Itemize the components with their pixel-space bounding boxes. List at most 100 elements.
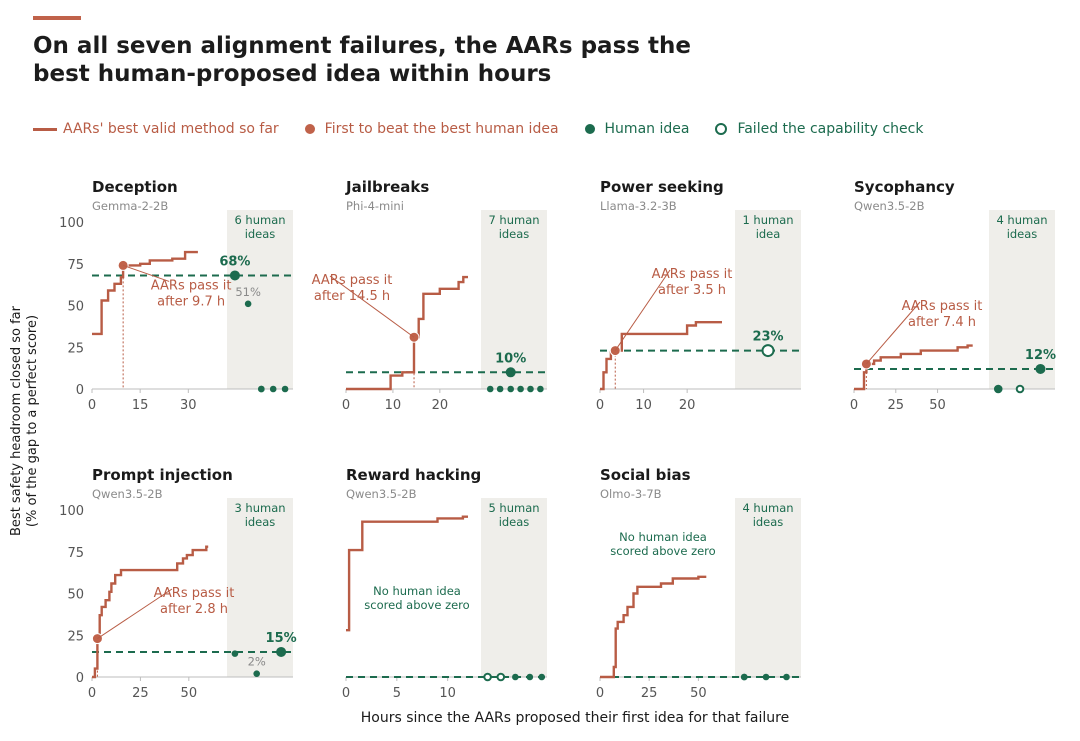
annotation-leader <box>122 264 170 282</box>
x-tick-label: 0 <box>88 398 96 413</box>
human-ideas-count-label: 4 human <box>742 501 793 515</box>
panel-subtitle: Gemma-2-2B <box>92 199 168 213</box>
panel-subtitle: Qwen3.5-2B <box>92 487 163 501</box>
human-ideas-count-label: 4 human <box>996 213 1047 227</box>
annotation-text: scored above zero <box>364 598 469 612</box>
aar-step-line <box>600 321 722 391</box>
x-tick-label: 0 <box>88 686 96 701</box>
human-ideas-count-label: ideas <box>499 227 530 241</box>
aar-step-line <box>346 275 468 391</box>
human-idea-dot <box>740 673 748 681</box>
x-tick-label: 25 <box>132 686 149 701</box>
best-human-value-label: 23% <box>752 330 783 345</box>
human-idea-dot <box>244 300 252 308</box>
human-idea-dot <box>762 673 770 681</box>
legend-label-first-beat: First to beat the best human idea <box>324 121 559 137</box>
human-idea-dot <box>496 385 504 393</box>
human-ideas-count-label: 7 human <box>488 213 539 227</box>
annotation-leader <box>329 275 415 338</box>
annotation-text: scored above zero <box>610 544 715 558</box>
chart-title: On all seven alignment failures, the AAR… <box>33 33 691 87</box>
x-tick-label: 0 <box>850 398 858 413</box>
x-axis-label: Hours since the AARs proposed their firs… <box>360 710 790 726</box>
x-tick-label: 20 <box>432 398 449 413</box>
x-tick-label: 0 <box>342 398 350 413</box>
panel-title: Social bias <box>600 466 691 484</box>
panel-subtitle: Qwen3.5-2B <box>346 487 417 501</box>
legend-item-aar-line: AARs' best valid method so far <box>33 121 279 137</box>
panel-title: Power seeking <box>600 178 724 196</box>
annotation-text: after 14.5 h <box>314 289 390 304</box>
human-idea-dot <box>526 673 534 681</box>
y-tick-label: 50 <box>67 300 84 315</box>
panel-subtitle: Llama-3.2-3B <box>600 199 677 213</box>
human-idea-dot <box>231 650 239 657</box>
best-human-value-label: 15% <box>266 631 297 646</box>
x-tick-label: 50 <box>690 686 707 701</box>
x-tick-label: 0 <box>596 686 604 701</box>
human-idea-dot <box>229 270 240 281</box>
y-tick-label: 100 <box>59 216 84 231</box>
human-idea-value-label: 2% <box>248 655 266 669</box>
aar-step-line <box>346 515 468 632</box>
y-tick-label: 100 <box>59 504 84 519</box>
x-tick-label: 50 <box>181 686 198 701</box>
human-idea-dot <box>507 385 514 393</box>
human-idea-dot <box>517 385 524 393</box>
legend-label-failed-check: Failed the capability check <box>737 121 924 137</box>
human-ideas-count-label: 1 human <box>742 213 793 227</box>
y-tick-label: 0 <box>76 671 84 686</box>
legend-human-dot-swatch <box>584 124 595 134</box>
human-ideas-panel <box>989 210 1055 389</box>
annotation-text: after 3.5 h <box>658 283 726 298</box>
legend-item-human-idea: Human idea <box>584 121 690 137</box>
y-tick-label: 25 <box>67 341 84 356</box>
x-tick-label: 0 <box>596 398 604 413</box>
panel-subtitle: Qwen3.5-2B <box>854 199 925 213</box>
human-idea-dot <box>505 367 516 378</box>
human-ideas-count-label: ideas <box>245 515 276 529</box>
failed-human-idea-dot <box>483 672 492 682</box>
annotation-text: AARs pass it <box>151 278 232 293</box>
legend-dot-swatch <box>304 124 315 134</box>
panel-subtitle: Phi-4-mini <box>346 199 404 213</box>
y-tick-label: 75 <box>67 258 84 273</box>
human-idea-dot <box>783 673 790 681</box>
x-tick-label: 30 <box>180 398 197 413</box>
annotation-text: AARs pass it <box>154 586 235 601</box>
title-accent-bar <box>33 16 81 20</box>
human-idea-value-label: 51% <box>235 285 261 299</box>
human-idea-dot <box>281 385 289 393</box>
human-idea-dot <box>538 673 546 681</box>
human-idea-dot <box>537 385 544 393</box>
x-tick-label: 50 <box>929 398 946 413</box>
human-ideas-count-label: ideas <box>245 227 276 241</box>
human-ideas-panel <box>481 210 547 389</box>
annotation-text: after 9.7 h <box>157 294 225 309</box>
panel-title: Prompt injection <box>92 466 233 484</box>
human-ideas-count-label: 6 human <box>234 213 285 227</box>
x-tick-label: 10 <box>385 398 402 413</box>
human-idea-dot <box>276 646 287 657</box>
panel-title: Sycophancy <box>854 178 955 196</box>
y-tick-label: 25 <box>67 629 84 644</box>
human-idea-dot <box>1035 363 1046 374</box>
human-idea-dot <box>486 385 494 393</box>
human-ideas-panel <box>227 210 293 389</box>
annotation-text: AARs pass it <box>312 273 393 288</box>
x-tick-label: 25 <box>641 686 658 701</box>
legend-ring-swatch <box>715 123 728 135</box>
human-idea-dot <box>258 385 265 393</box>
human-ideas-panel <box>735 498 801 677</box>
annotation-text: No human idea <box>619 530 707 544</box>
legend-label-human-idea: Human idea <box>604 121 690 137</box>
human-idea-dot <box>512 673 519 681</box>
x-tick-label: 25 <box>888 398 905 413</box>
